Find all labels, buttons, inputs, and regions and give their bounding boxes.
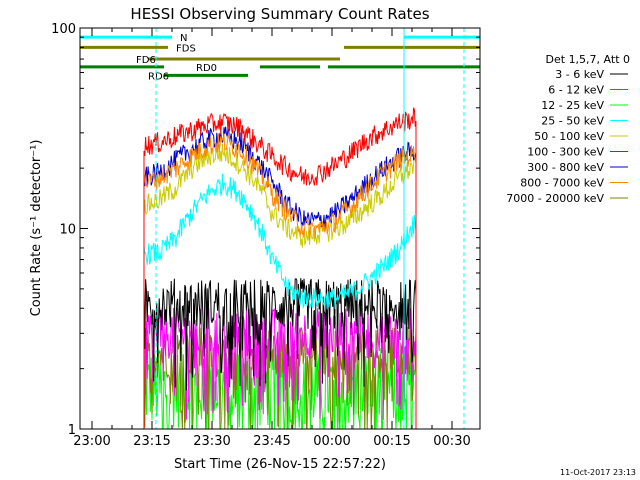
x-tick-label: 23:45 — [253, 434, 290, 449]
legend-entry-label: 50 - 100 keV — [534, 130, 604, 143]
flag-bar-label: FDS — [176, 43, 196, 54]
legend: Det 1,5,7, Att 0 3 - 6 keV 6 - 12 keV 12 -… — [506, 53, 630, 205]
legend-entry-label: 800 - 7000 keV — [520, 177, 604, 190]
y-tick-label: 10 — [59, 223, 76, 238]
series-line — [143, 107, 417, 429]
x-tick-label: 23:15 — [133, 434, 170, 449]
flag-bar-label: RD6 — [148, 71, 169, 82]
legend-entry-label: 3 - 6 keV — [555, 68, 604, 81]
x-tick-label: 00:30 — [433, 434, 470, 449]
legend-title: Det 1,5,7, Att 0 — [546, 53, 630, 66]
flag-bar-label: N — [180, 33, 187, 44]
legend-entry-label: 300 - 800 keV — [527, 161, 604, 174]
chart-title: HESSI Observing Summary Count Rates — [130, 5, 429, 23]
footer-timestamp: 11-Oct-2017 23:13 — [560, 468, 636, 477]
legend-entry-label: 7000 - 20000 keV — [506, 192, 604, 205]
series-line — [143, 126, 417, 429]
y-tick-label: 1 — [68, 423, 76, 438]
legend-entry-label: 6 - 12 keV — [548, 84, 604, 97]
series-line — [143, 173, 417, 429]
x-axis: 23:00 23:15 23:30 23:45 00:00 00:15 00:30 — [73, 28, 471, 449]
x-axis-label: Start Time (26-Nov-15 22:57:22) — [174, 457, 386, 472]
y-tick-label: 100 — [51, 22, 76, 37]
flag-bar-label: RD0 — [196, 63, 217, 74]
y-axis-label: Count Rate (s⁻¹ detector⁻¹) — [29, 140, 44, 317]
series-line — [143, 278, 417, 429]
legend-entry-label: 100 - 300 keV — [527, 146, 604, 159]
legend-entry-label: 12 - 25 keV — [541, 99, 604, 112]
series-line — [143, 133, 417, 429]
x-tick-label: 23:30 — [193, 434, 230, 449]
legend-entry-label: 25 - 50 keV — [541, 115, 604, 128]
x-tick-label: 00:15 — [373, 434, 410, 449]
y-axis: 1 10 100 — [51, 22, 480, 438]
x-tick-label: 23:00 — [73, 434, 110, 449]
x-tick-label: 00:00 — [313, 434, 350, 449]
flag-bar-label: FD6 — [136, 55, 156, 66]
